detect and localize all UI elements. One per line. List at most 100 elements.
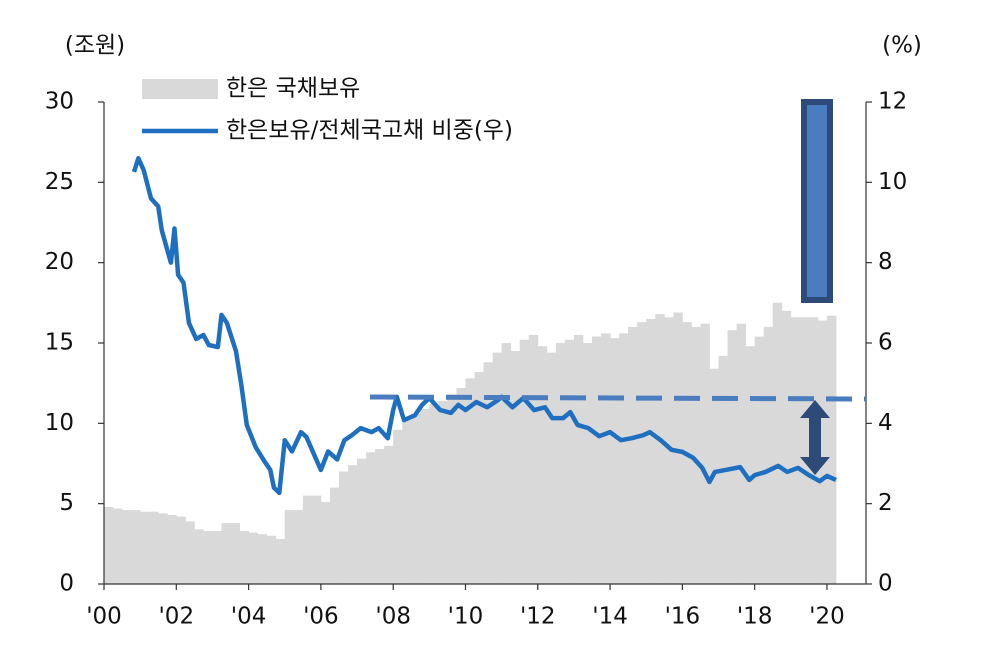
area-step — [528, 334, 539, 584]
area-step — [302, 495, 313, 584]
area-step — [402, 420, 412, 584]
area-step — [194, 529, 204, 584]
area-step — [131, 510, 141, 584]
y2-tick-label: 0 — [878, 571, 893, 597]
area-step — [149, 511, 159, 584]
area-step — [230, 522, 240, 584]
area-step — [736, 323, 747, 584]
y-tick-label: 30 — [45, 89, 74, 115]
area-step — [772, 302, 783, 584]
area-step — [564, 339, 575, 584]
y2-tick-label: 8 — [878, 249, 893, 275]
area-step — [113, 508, 123, 584]
legend-label: 한은보유/전체국고채 비중(우) — [226, 118, 513, 144]
area-step — [140, 511, 150, 584]
area-step — [628, 326, 638, 584]
area-step — [248, 532, 259, 584]
y2-axis-label: (%) — [882, 33, 922, 59]
area-step — [655, 314, 665, 584]
x-tick-label: '02 — [158, 604, 194, 630]
area-step — [573, 334, 584, 584]
y-tick-label: 0 — [59, 571, 74, 597]
area-step — [727, 330, 737, 584]
x-tick-label: '18 — [737, 604, 773, 630]
area-step — [745, 346, 756, 584]
area-step — [311, 495, 322, 584]
area-step — [601, 333, 611, 584]
area-step — [104, 506, 114, 584]
area-step — [691, 326, 701, 584]
area-step — [347, 465, 358, 584]
y-tick-label: 5 — [59, 490, 74, 516]
area-step — [338, 471, 349, 584]
area-step — [537, 346, 548, 584]
y2-tick-label: 6 — [878, 330, 893, 356]
area-step — [257, 534, 268, 584]
area-step — [320, 502, 331, 584]
area-step — [700, 323, 710, 584]
area-step — [474, 371, 484, 584]
area-step — [366, 452, 376, 584]
area-step — [293, 510, 304, 584]
legend-label: 한은 국채보유 — [226, 76, 360, 102]
area-step — [438, 400, 448, 584]
x-tick-label: '08 — [375, 604, 411, 630]
x-tick-label: '12 — [520, 604, 556, 630]
area-step — [329, 487, 340, 584]
area-step — [221, 522, 231, 584]
legend-swatch — [142, 79, 218, 99]
area-step — [411, 413, 421, 584]
area-step — [781, 310, 792, 584]
area-step — [275, 539, 286, 584]
y-tick-label: 10 — [45, 410, 74, 436]
y-tick-label: 25 — [45, 169, 74, 195]
x-tick-label: '04 — [231, 604, 267, 630]
area-step — [492, 352, 503, 584]
area-step — [546, 352, 557, 584]
x-tick-label: '10 — [448, 604, 484, 630]
area-step — [646, 318, 656, 584]
y2-tick-label: 12 — [878, 89, 907, 115]
area-step — [122, 510, 132, 584]
area-step — [510, 351, 521, 584]
area-step — [637, 322, 647, 584]
y-axis-label: (조원) — [65, 33, 125, 59]
area-step — [420, 408, 430, 584]
y2-tick-label: 10 — [878, 169, 907, 195]
area-step — [176, 516, 186, 584]
line — [131, 155, 837, 496]
y-tick-label: 20 — [45, 249, 74, 275]
area-step — [158, 513, 168, 584]
area-step — [284, 510, 295, 584]
area-step — [456, 387, 466, 584]
area-step — [266, 535, 277, 584]
area-step — [429, 404, 439, 584]
highlight-bar — [801, 99, 833, 303]
area-step — [384, 445, 394, 584]
y-tick-label: 15 — [45, 330, 74, 356]
area-step — [357, 458, 367, 584]
area-step — [673, 312, 683, 584]
x-tick-label: '06 — [303, 604, 339, 630]
x-tick-label: '20 — [809, 604, 845, 630]
area-step — [799, 317, 810, 584]
area-step — [664, 317, 674, 584]
area-step — [591, 336, 602, 584]
area-step — [465, 378, 475, 584]
area-step — [582, 343, 593, 584]
y2-tick-label: 4 — [878, 410, 893, 436]
area-step — [393, 429, 403, 584]
area-step — [212, 530, 222, 584]
x-tick-label: '16 — [665, 604, 701, 630]
x-tick-label: '00 — [86, 604, 122, 630]
area-step — [501, 343, 512, 584]
area-step — [817, 320, 828, 584]
area-step — [375, 449, 385, 584]
plot-area: '00 '02 '04 '06 '08 '10 '12 '14 '16 '18 '20 0 5 10 15 2… — [45, 89, 908, 630]
reference-dashed-line — [369, 394, 867, 402]
area-step — [239, 530, 249, 584]
area-step — [519, 339, 530, 584]
area-step — [203, 530, 213, 584]
